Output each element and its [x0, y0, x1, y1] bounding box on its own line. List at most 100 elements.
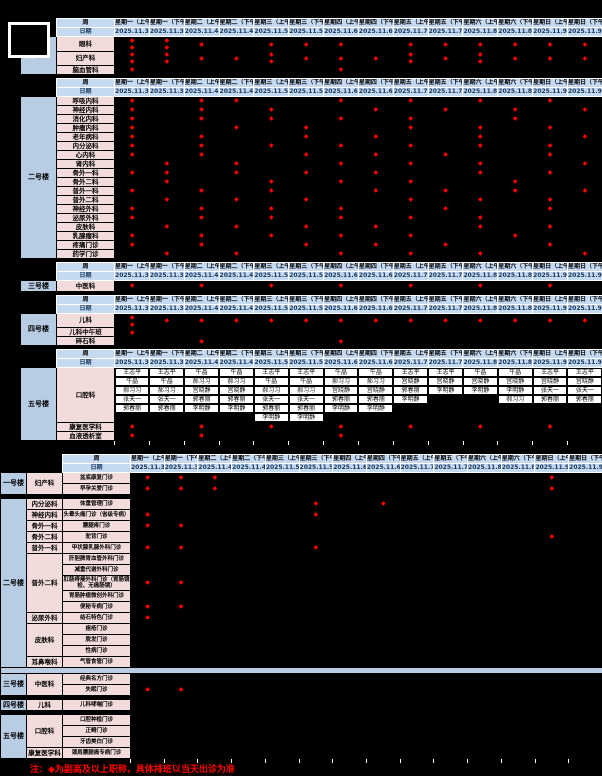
senior-doctor-marker-icon: ◆	[115, 205, 149, 212]
department-label: 神经外科	[57, 204, 115, 213]
selection-box	[8, 22, 50, 58]
schedule-cell	[569, 575, 602, 590]
schedule-cell: ◆	[115, 213, 150, 222]
weekday-header-cell: 星期一（下午）	[164, 454, 198, 463]
schedule-cell: ◆	[254, 141, 289, 150]
schedule-cell	[400, 590, 434, 601]
clinic-label: 盆底康复门诊	[63, 472, 131, 483]
senior-doctor-marker-icon: ◆	[324, 232, 359, 239]
schedule-cell	[468, 736, 502, 747]
senior-doctor-marker-icon: ◆	[254, 58, 289, 65]
schedule-cell: ◆	[131, 684, 165, 695]
senior-doctor-marker-icon: ◆	[463, 250, 498, 257]
schedule-cell: ◆	[324, 65, 359, 74]
schedule-cell	[434, 612, 468, 623]
department-label: 神经内科	[57, 105, 115, 114]
schedule-cell	[468, 634, 502, 645]
schedule-cell	[501, 553, 535, 564]
schedule-cell	[567, 168, 602, 177]
date-row-label: 日期	[57, 87, 115, 96]
senior-doctor-marker-icon: ◆	[463, 97, 498, 104]
schedule-cell: ◆	[533, 37, 568, 52]
schedule-cell	[149, 186, 184, 195]
date-header-cell: 2025.11.9	[567, 304, 602, 313]
senior-doctor-marker-icon: ◆	[358, 241, 393, 248]
schedule-cell	[358, 213, 393, 222]
schedule-cell	[232, 531, 266, 542]
schedule-cell	[569, 531, 602, 542]
schedule-cell	[501, 612, 535, 623]
schedule-cell	[358, 159, 393, 168]
schedule-cell	[131, 531, 165, 542]
schedule-cell: ◆	[428, 204, 463, 213]
schedule-cell	[428, 114, 463, 123]
schedule-cell	[265, 575, 299, 590]
senior-doctor-marker-icon: ◆	[324, 97, 359, 104]
schedule-cell: ◆	[289, 195, 324, 204]
schedule-cell	[498, 249, 533, 258]
schedule-cell	[569, 520, 602, 531]
schedule-cell	[535, 564, 569, 575]
weekday-header-cell: 星期五（下午）	[428, 262, 463, 271]
schedule-cell	[400, 747, 434, 758]
schedule-cell: ◆	[393, 159, 428, 168]
weekday-header-cell: 星期四（下午）	[366, 454, 400, 463]
schedule-cell: ◆	[567, 132, 602, 141]
schedule-cell: ◆	[131, 542, 165, 553]
date-header-cell: 2025.11.7	[393, 304, 428, 313]
date-header-cell: 2025.11.8	[463, 304, 498, 313]
department-label: 皮肤科	[57, 222, 115, 231]
schedule-cell: ◆	[498, 51, 533, 65]
schedule-cell: ◆	[358, 222, 393, 231]
schedule-cell	[569, 564, 602, 575]
schedule-cell	[358, 422, 393, 431]
schedule-cell	[434, 623, 468, 634]
senior-doctor-marker-icon: ◆	[289, 151, 324, 158]
senior-doctor-marker-icon: ◆	[393, 423, 428, 430]
department-label: 心内科	[57, 150, 115, 159]
senior-doctor-marker-icon: ◆	[463, 58, 498, 65]
senior-doctor-marker-icon: ◆	[393, 51, 428, 58]
senior-doctor-marker-icon: ◆	[428, 241, 463, 248]
senior-doctor-marker-icon: ◆	[324, 41, 359, 48]
senior-doctor-marker-icon: ◆	[533, 97, 568, 104]
senior-doctor-marker-icon: ◆	[115, 58, 149, 65]
schedule-cell	[232, 699, 266, 710]
senior-doctor-marker-icon: ◆	[324, 55, 359, 62]
senior-doctor-marker-icon: ◆	[289, 317, 324, 324]
doctor-name: 宫晓静	[463, 377, 498, 386]
schedule-cell	[198, 736, 232, 747]
weekday-header-cell: 星期一（下午）	[149, 295, 184, 304]
schedule-cell	[468, 483, 502, 494]
schedule-cell: ◆	[254, 422, 289, 431]
doctor-name: 牛晶	[498, 368, 533, 377]
weekday-header-cell: 星期一（下午）	[149, 19, 184, 28]
schedule-cell	[428, 159, 463, 168]
senior-doctor-marker-icon: ◆	[164, 474, 198, 481]
schedule-cell: ◆	[198, 472, 232, 483]
schedule-cell	[569, 542, 602, 553]
schedule-cell: ◆	[463, 37, 498, 52]
schedule-cell	[219, 231, 254, 240]
senior-doctor-marker-icon: ◆	[254, 232, 289, 239]
schedule-cell	[131, 645, 165, 656]
weekday-header-cell: 星期三（上午）	[265, 454, 299, 463]
schedule-cell: ◆	[533, 280, 568, 291]
schedule-cell	[265, 509, 299, 520]
doctor-name: 李明静	[428, 386, 463, 395]
schedule-cell	[232, 656, 266, 667]
senior-doctor-marker-icon: ◆	[254, 51, 289, 58]
schedule-cell	[333, 498, 367, 509]
building-label: 四号楼	[1, 699, 27, 710]
weekday-header-cell: 星期五（上午）	[393, 350, 428, 359]
date-header-cell: 2025.11.3	[149, 304, 184, 313]
schedule-cell	[299, 612, 333, 623]
senior-doctor-marker-icon: ◆	[184, 97, 219, 104]
schedule-cell	[393, 337, 428, 346]
senior-doctor-marker-icon: ◆	[184, 133, 219, 140]
schedule-cell	[164, 531, 198, 542]
schedule-cell	[299, 725, 333, 736]
doctor-name: 张天一	[533, 386, 568, 395]
senior-doctor-marker-icon: ◆	[149, 196, 184, 203]
senior-doctor-marker-icon: ◆	[131, 511, 164, 518]
